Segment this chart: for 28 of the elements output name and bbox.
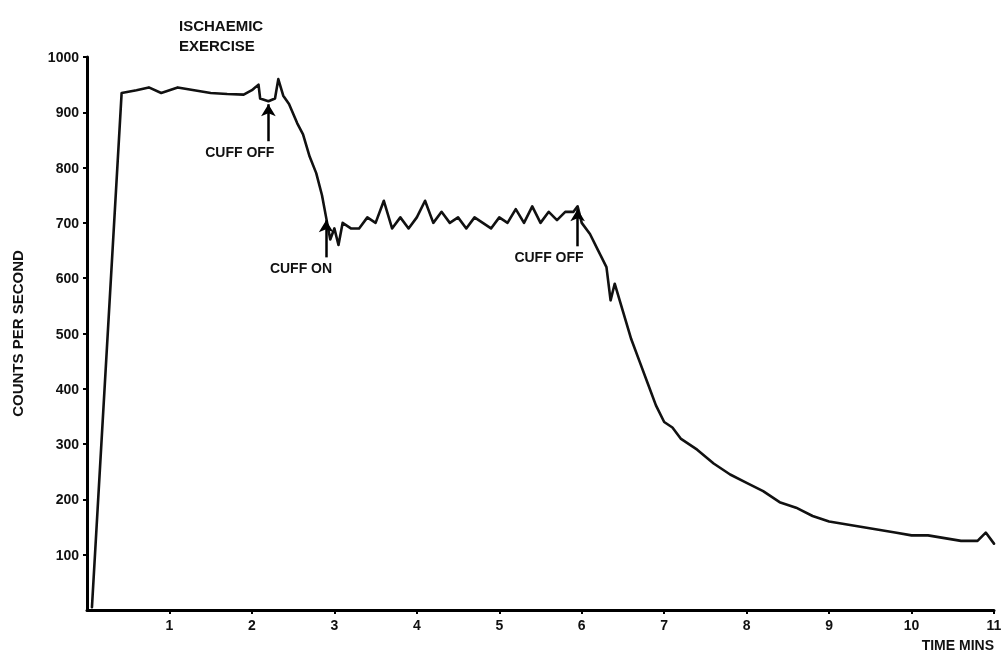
x-tick-label: 10 (903, 617, 920, 633)
x-tick-label: 11 (986, 617, 1002, 633)
y-tick-label: 200 (55, 491, 80, 508)
y-tick-label: 700 (55, 214, 80, 231)
chart-title: ISCHAEMIC EXERCISE (179, 16, 268, 54)
y-tick-label: 800 (55, 159, 80, 176)
x-tick-label: 9 (825, 617, 834, 633)
y-tick-label: 300 (55, 436, 80, 453)
y-tick-label: 100 (55, 546, 80, 563)
x-tick-label: 6 (577, 617, 586, 633)
x-tick-label: 2 (248, 617, 257, 633)
x-tick-label: 1 (165, 617, 174, 633)
x-tick-label: 5 (495, 617, 504, 633)
x-tick-label: 8 (742, 617, 751, 633)
annotation: CUFF OFF (205, 144, 275, 161)
x-tick-label: 7 (660, 617, 669, 633)
y-tick-label: 600 (55, 270, 80, 287)
y-tick-label: 1000 (47, 49, 80, 65)
annotation: CUFF OFF (514, 249, 585, 266)
y-tick-label: 900 (55, 104, 80, 121)
y-tick-label: 500 (55, 325, 80, 342)
line-series (90, 77, 996, 609)
x-axis-title: TIME MINS (921, 637, 994, 653)
x-tick-label: 4 (412, 617, 421, 633)
x-tick-label: 3 (330, 617, 339, 633)
y-axis-title: COUNTS PER SECOND (9, 249, 26, 417)
annotation: CUFF ON (269, 260, 333, 277)
y-tick-label: 400 (55, 380, 80, 397)
